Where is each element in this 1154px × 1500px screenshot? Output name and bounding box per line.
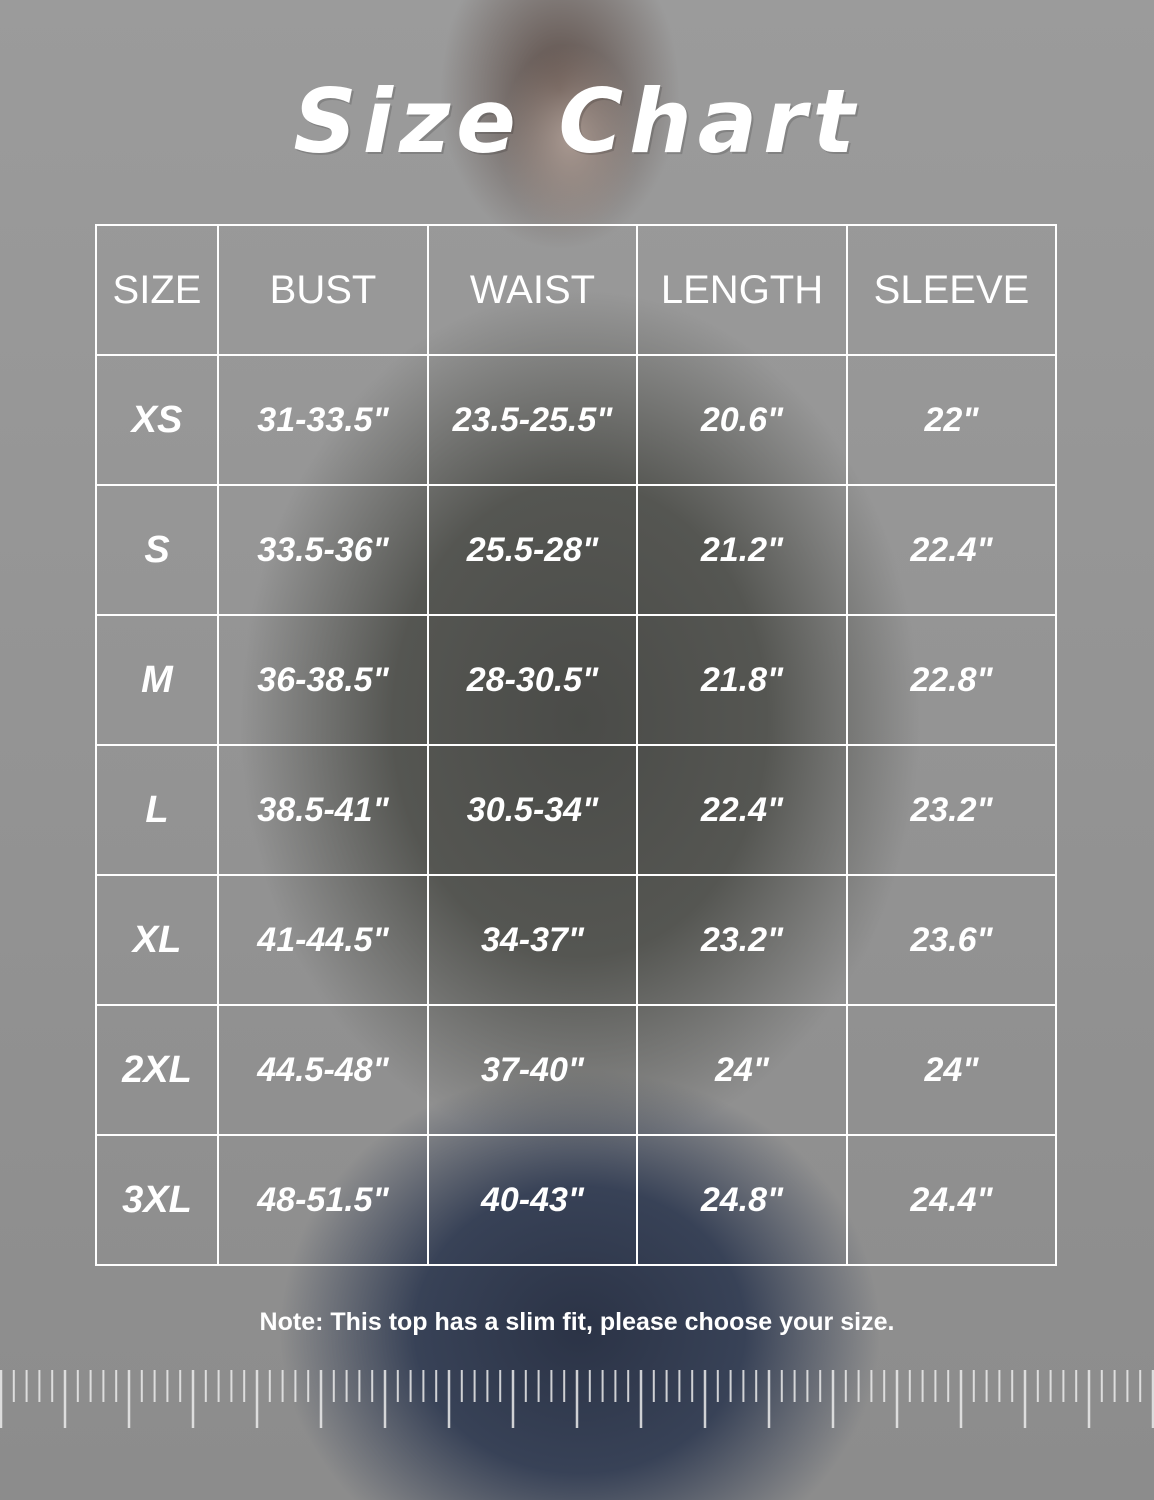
cell-bust: 31-33.5" [217,354,429,486]
cell-size: XS [95,354,219,486]
cell-waist: 40-43" [427,1134,638,1266]
cell-length: 24" [636,1004,848,1136]
page-title: Size Chart [293,70,861,173]
cell-bust: 41-44.5" [217,874,429,1006]
table-row: XL 41-44.5" 34-37" 23.2" 23.6" [95,874,1057,1006]
cell-waist: 25.5-28" [427,484,638,616]
cell-sleeve: 24.4" [846,1134,1057,1266]
table-row: M 36-38.5" 28-30.5" 21.8" 22.8" [95,614,1057,746]
cell-length: 24.8" [636,1134,848,1266]
cell-sleeve: 22.4" [846,484,1057,616]
cell-size: S [95,484,219,616]
header-sleeve: SLEEVE [846,224,1057,356]
header-length: LENGTH [636,224,848,356]
cell-bust: 38.5-41" [217,744,429,876]
cell-length: 22.4" [636,744,848,876]
header-waist: WAIST [427,224,638,356]
cell-waist: 30.5-34" [427,744,638,876]
cell-size: XL [95,874,219,1006]
header-size: SIZE [95,224,219,356]
cell-size: 2XL [95,1004,219,1136]
table-row: 2XL 44.5-48" 37-40" 24" 24" [95,1004,1057,1136]
cell-bust: 48-51.5" [217,1134,429,1266]
cell-size: L [95,744,219,876]
cell-sleeve: 22" [846,354,1057,486]
cell-bust: 36-38.5" [217,614,429,746]
cell-sleeve: 23.6" [846,874,1057,1006]
ruler-decoration [0,1370,1154,1428]
cell-size: M [95,614,219,746]
table-row: XS 31-33.5" 23.5-25.5" 20.6" 22" [95,354,1057,486]
cell-sleeve: 24" [846,1004,1057,1136]
cell-sleeve: 22.8" [846,614,1057,746]
cell-waist: 34-37" [427,874,638,1006]
header-row: SIZE BUST WAIST LENGTH SLEEVE [95,224,1057,356]
cell-length: 20.6" [636,354,848,486]
cell-length: 21.8" [636,614,848,746]
table-row: 3XL 48-51.5" 40-43" 24.8" 24.4" [95,1134,1057,1266]
fit-note: Note: This top has a slim fit, please ch… [259,1308,895,1336]
size-chart-table: SIZE BUST WAIST LENGTH SLEEVE XS 31-33.5"… [95,224,1057,1266]
cell-size: 3XL [95,1134,219,1266]
cell-bust: 33.5-36" [217,484,429,616]
cell-length: 23.2" [636,874,848,1006]
cell-waist: 37-40" [427,1004,638,1136]
table-row: L 38.5-41" 30.5-34" 22.4" 23.2" [95,744,1057,876]
cell-length: 21.2" [636,484,848,616]
header-bust: BUST [217,224,429,356]
cell-sleeve: 23.2" [846,744,1057,876]
cell-waist: 23.5-25.5" [427,354,638,486]
table-row: S 33.5-36" 25.5-28" 21.2" 22.4" [95,484,1057,616]
cell-waist: 28-30.5" [427,614,638,746]
cell-bust: 44.5-48" [217,1004,429,1136]
